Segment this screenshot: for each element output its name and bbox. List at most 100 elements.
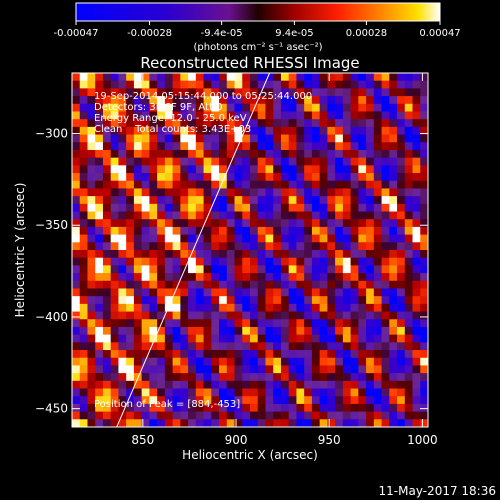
heatmap-cell <box>234 111 243 120</box>
heatmap-cell <box>350 334 359 343</box>
heatmap-cell <box>265 380 274 390</box>
heatmap-cell <box>420 96 428 105</box>
heatmap-cell <box>242 357 251 366</box>
heatmap-cell <box>172 388 181 397</box>
heatmap-cell <box>180 350 189 359</box>
heatmap-cell <box>188 111 197 120</box>
heatmap-cell <box>203 96 212 105</box>
heatmap-cell <box>373 419 383 427</box>
heatmap-cell <box>87 88 96 97</box>
heatmap-cell <box>342 296 352 305</box>
heatmap-cell <box>311 165 321 174</box>
heatmap-cell <box>420 73 428 82</box>
heatmap-cell <box>397 73 406 82</box>
heatmap-cell <box>257 211 266 220</box>
heatmap-cell <box>296 357 305 366</box>
heatmap-cell <box>95 403 104 413</box>
heatmap-cell <box>133 265 143 274</box>
heatmap-cell <box>288 196 297 205</box>
heatmap-cell <box>234 311 243 320</box>
heatmap-cell <box>257 419 266 427</box>
heatmap-cell <box>296 288 305 297</box>
heatmap-cell <box>188 203 197 213</box>
heatmap-cell <box>335 380 344 390</box>
colorbar: -0.00047 -0.00028 -9.4e-05 9.4e-05 0.00028 0.… <box>54 2 461 53</box>
heatmap-cell <box>157 411 166 420</box>
heatmap-cell <box>110 142 119 151</box>
heatmap-cell <box>242 103 251 112</box>
heatmap-cell <box>288 142 297 151</box>
heatmap-cell <box>95 388 104 397</box>
heatmap-cell <box>118 119 127 128</box>
heatmap-cell <box>381 365 390 374</box>
heatmap-cell <box>397 250 406 259</box>
heatmap-cell <box>319 288 328 297</box>
heatmap-cell <box>304 280 313 289</box>
heatmap-cell <box>149 365 158 374</box>
heatmap-cell <box>188 342 197 351</box>
heatmap-cell <box>226 419 236 427</box>
heatmap-cell <box>304 103 313 112</box>
heatmap-cell <box>126 96 135 105</box>
heatmap-cell <box>133 119 143 128</box>
heatmap-cell <box>87 373 96 382</box>
heatmap-cell <box>180 403 189 413</box>
heatmap-cell <box>164 250 174 259</box>
heatmap-cell <box>412 188 421 197</box>
heatmap-cell <box>195 296 205 305</box>
heatmap-cell <box>180 280 189 289</box>
heatmap-cell <box>250 157 259 166</box>
heatmap-cell <box>195 365 205 374</box>
heatmap-cell <box>265 280 274 289</box>
heatmap-cell <box>280 219 290 228</box>
heatmap-cell <box>234 149 243 159</box>
heatmap-cell <box>296 280 305 289</box>
heatmap-cell <box>164 226 174 236</box>
heatmap-cell <box>381 326 390 336</box>
heatmap-cell <box>110 403 119 413</box>
heatmap-cell <box>79 157 88 166</box>
heatmap-cell <box>211 350 220 359</box>
heatmap-cell <box>110 180 119 189</box>
heatmap-cell <box>79 96 88 105</box>
heatmap-cell <box>118 226 127 236</box>
heatmap-cell <box>102 296 112 305</box>
heatmap-cell <box>234 303 243 313</box>
heatmap-cell <box>219 203 228 213</box>
heatmap-cell <box>250 188 259 197</box>
heatmap-cell <box>311 396 321 405</box>
heatmap-cell <box>381 226 390 236</box>
heatmap-cell <box>87 226 96 236</box>
heatmap-cell <box>296 265 305 274</box>
heatmap-cell <box>397 203 406 213</box>
heatmap-cell <box>288 103 297 112</box>
heatmap-cell <box>397 396 406 405</box>
heatmap-cell <box>126 419 135 427</box>
heatmap-cell <box>366 196 375 205</box>
heatmap-cell <box>149 357 158 366</box>
heatmap-cell <box>203 188 212 197</box>
heatmap-cell <box>172 149 181 159</box>
heatmap-cell <box>133 88 143 97</box>
heatmap-cell <box>420 173 428 182</box>
heatmap-cell <box>95 288 104 297</box>
heatmap-cell <box>335 134 344 143</box>
heatmap-cell <box>373 342 383 351</box>
heatmap-cell <box>265 396 274 405</box>
heatmap-cell <box>389 250 398 259</box>
heatmap-cell <box>87 250 96 259</box>
y-axis-label: Heliocentric Y (arcsec) <box>13 183 27 318</box>
heatmap-cell <box>118 411 127 420</box>
heatmap-cell <box>389 173 398 182</box>
heatmap-cell <box>141 419 150 427</box>
heatmap-cell <box>188 334 197 343</box>
heatmap-cell <box>257 73 266 82</box>
heatmap-cell <box>211 134 220 143</box>
heatmap-cell <box>265 134 274 143</box>
heatmap-cell <box>226 180 236 189</box>
heatmap-cell <box>288 242 297 251</box>
heatmap-cell <box>420 219 428 228</box>
heatmap-cell <box>404 211 414 220</box>
heatmap-cell <box>157 219 166 228</box>
heatmap-cell <box>95 111 104 120</box>
